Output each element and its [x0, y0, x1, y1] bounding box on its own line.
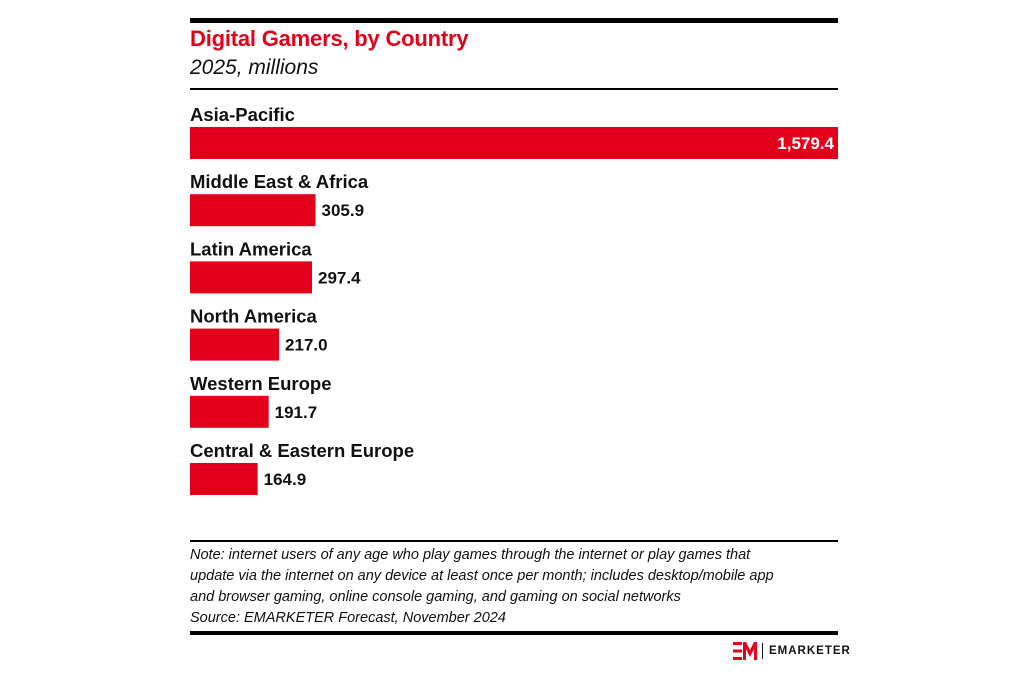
chart-title: Digital Gamers, by Country	[190, 26, 469, 51]
category-label: Asia-Pacific	[190, 104, 295, 125]
note-line: and browser gaming, online console gamin…	[190, 589, 681, 605]
chart-subtitle: 2025, millions	[190, 56, 319, 79]
value-label: 297.4	[318, 268, 361, 287]
bar	[190, 261, 313, 294]
note-rule	[190, 540, 838, 542]
bar	[190, 194, 316, 227]
category-label: Central & Eastern Europe	[190, 440, 414, 461]
category-label: Middle East & Africa	[190, 171, 369, 192]
value-label: 217.0	[285, 336, 328, 355]
footnote: Note: internet users of any age who play…	[190, 545, 830, 629]
value-label: 191.7	[275, 403, 318, 422]
logo-separator	[762, 643, 763, 659]
category-label: Latin America	[190, 238, 312, 259]
value-label: 305.9	[322, 201, 365, 220]
bar	[190, 328, 280, 361]
em-logo-icon	[733, 642, 757, 660]
top-rule	[190, 18, 838, 23]
logo-text: EMARKETER	[769, 645, 851, 657]
bottom-rule	[190, 631, 838, 635]
category-label: Western Europe	[190, 373, 332, 394]
note-line: Note: internet users of any age who play…	[190, 547, 751, 563]
source-line: Source: EMARKETER Forecast, November 202…	[190, 610, 506, 626]
bar	[190, 395, 269, 428]
header-rule	[190, 88, 838, 90]
emarketer-logo: EMARKETER	[733, 641, 851, 661]
bar	[190, 127, 838, 159]
note-line: update via the internet on any device at…	[190, 568, 774, 584]
value-label: 1,579.4	[777, 134, 834, 153]
bar	[190, 463, 258, 495]
value-label: 164.9	[264, 470, 307, 489]
category-label: North America	[190, 306, 318, 327]
